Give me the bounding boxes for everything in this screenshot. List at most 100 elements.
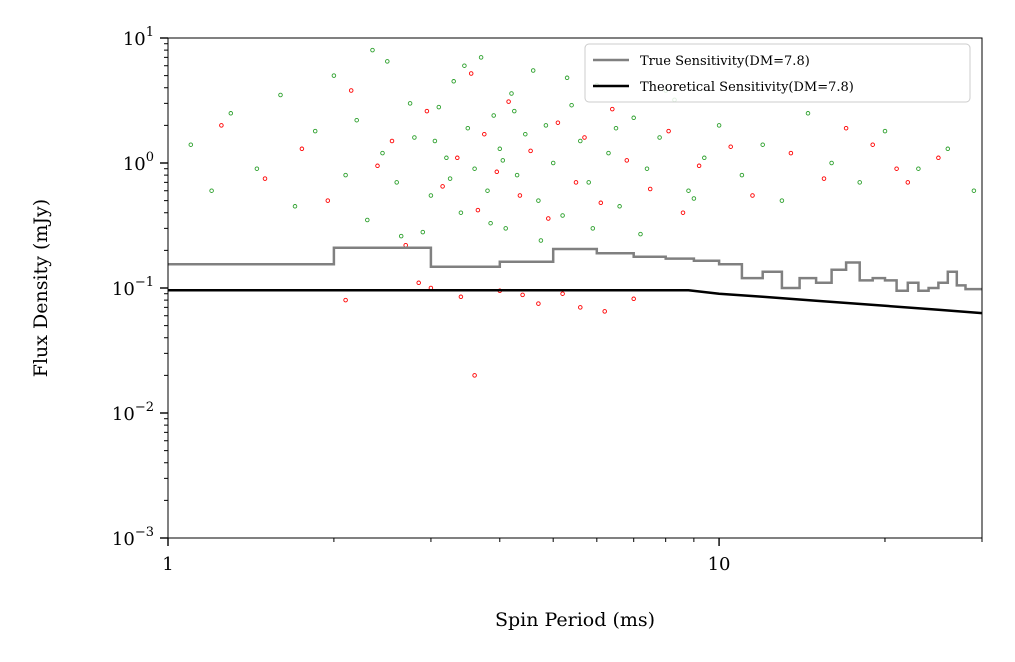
green-scatter-point [472, 166, 477, 171]
green-scatter-point [606, 150, 611, 156]
green-scatter-point [312, 128, 318, 134]
green-scatter-point [691, 196, 697, 201]
red-scatter-point [546, 216, 551, 221]
theoretical-sensitivity-line [168, 288, 982, 315]
legend-label-theoretical-sensitivity: Theoretical Sensitivity(DM=7.8) [640, 80, 854, 95]
green-scatter-point [420, 229, 426, 235]
green-scatter-point [564, 75, 570, 81]
green-scatter-point [530, 68, 536, 73]
green-scatter-point [444, 155, 449, 161]
green-scatter-point [638, 231, 643, 237]
green-scatter-point [209, 188, 214, 193]
red-scatter-point [788, 150, 794, 156]
green-scatter-point [644, 166, 650, 171]
green-scatter-point [292, 204, 298, 209]
y-axis: 10−3 10−2 10−1 100 101 [112, 25, 168, 550]
red-scatter-point [536, 301, 541, 306]
green-scatter-point [945, 146, 951, 152]
red-scatter-point [870, 142, 875, 147]
green-scatter-point [569, 102, 574, 108]
green-scatter-point [188, 142, 194, 147]
green-scatter-point [354, 117, 359, 123]
red-scatter-point [560, 291, 565, 296]
green-scatter-point [497, 146, 503, 152]
red-scatter-point [555, 120, 561, 125]
red-scatter-point [573, 180, 579, 185]
green-scatter-point [380, 150, 385, 156]
x-axis: 1 10 [162, 538, 983, 575]
red-scatter-point [440, 184, 445, 189]
red-scatter-point [582, 135, 587, 140]
red-scatter-point [458, 294, 464, 300]
x-tick-label: 10 [708, 554, 731, 575]
y-tick-label: 10−3 [112, 525, 154, 550]
red-scatter-point [482, 131, 487, 137]
legend-box [584, 43, 971, 103]
green-scatter-point [331, 73, 337, 78]
red-scatter-point [506, 99, 511, 104]
red-scatter-point [624, 158, 630, 163]
y-tick-label: 10−1 [112, 275, 154, 300]
green-scatter-point [370, 47, 375, 53]
green-scatter-point [278, 92, 283, 98]
red-scatter-point [821, 176, 827, 181]
red-scatter-point [494, 169, 500, 175]
red-scatter-point [299, 146, 305, 152]
sensitivity-curves [168, 246, 982, 315]
green-scatter-point [343, 172, 348, 178]
green-scatter-point [428, 193, 434, 198]
green-scatter-point [228, 111, 234, 116]
green-scatter-point [509, 91, 514, 96]
green-scatter-point [478, 55, 484, 60]
green-scatter-point [447, 176, 453, 181]
green-scatter-point [590, 226, 596, 231]
green-scatter-point [716, 123, 722, 128]
green-scatter-point [385, 59, 390, 64]
green-scatter-point [779, 198, 785, 203]
red-scatter-point [389, 138, 395, 144]
green-scatter-point [365, 217, 370, 223]
red-scatter-point [424, 108, 430, 114]
green-scatter-point [451, 79, 456, 84]
legend: True Sensitivity(DM=7.8) Theoretical Sen… [584, 43, 971, 103]
red-scatter-point [696, 163, 702, 169]
green-scatter-point [971, 188, 977, 193]
legend-label-true-sensitivity: True Sensitivity(DM=7.8) [640, 54, 810, 69]
green-scatter-point [485, 188, 490, 193]
red-scatter-point [666, 128, 671, 134]
green-scatter-point [398, 233, 404, 239]
green-scatter-point [436, 104, 442, 110]
green-scatter-point [702, 155, 707, 161]
green-scatter-point [412, 135, 417, 140]
green-scatter-point [805, 111, 811, 116]
green-scatter-point [536, 198, 541, 203]
green-scatter-point [617, 204, 622, 209]
green-scatter-point [514, 172, 520, 178]
green-scatter-point [631, 115, 636, 121]
green-scatter-point [503, 226, 508, 231]
red-scatter-point [750, 193, 755, 198]
red-scatter-point [520, 292, 525, 298]
red-scatter-point [905, 180, 911, 185]
red-scatter-point [631, 296, 636, 302]
red-scatter-point [517, 193, 523, 198]
red-scatter-point [728, 144, 733, 149]
y-tick-label: 101 [123, 25, 154, 50]
green-scatter-point [465, 125, 471, 131]
green-scatter-point [578, 138, 583, 144]
green-scatter-point [829, 160, 834, 166]
green-scatter-point [543, 123, 549, 128]
red-scatter-point [468, 71, 474, 76]
green-scatter-point [407, 101, 413, 106]
green-scatter-point [586, 180, 591, 185]
green-scatter-point [254, 166, 260, 171]
green-scatter-point [739, 172, 745, 178]
green-scatter-point [760, 142, 765, 147]
red-scatter-point [455, 155, 460, 161]
green-scatter-point [882, 128, 888, 134]
red-scatter-point [894, 166, 899, 171]
green-scatter-point [394, 180, 399, 185]
green-scatter-point [432, 138, 438, 144]
green-scatter-point [538, 238, 544, 243]
